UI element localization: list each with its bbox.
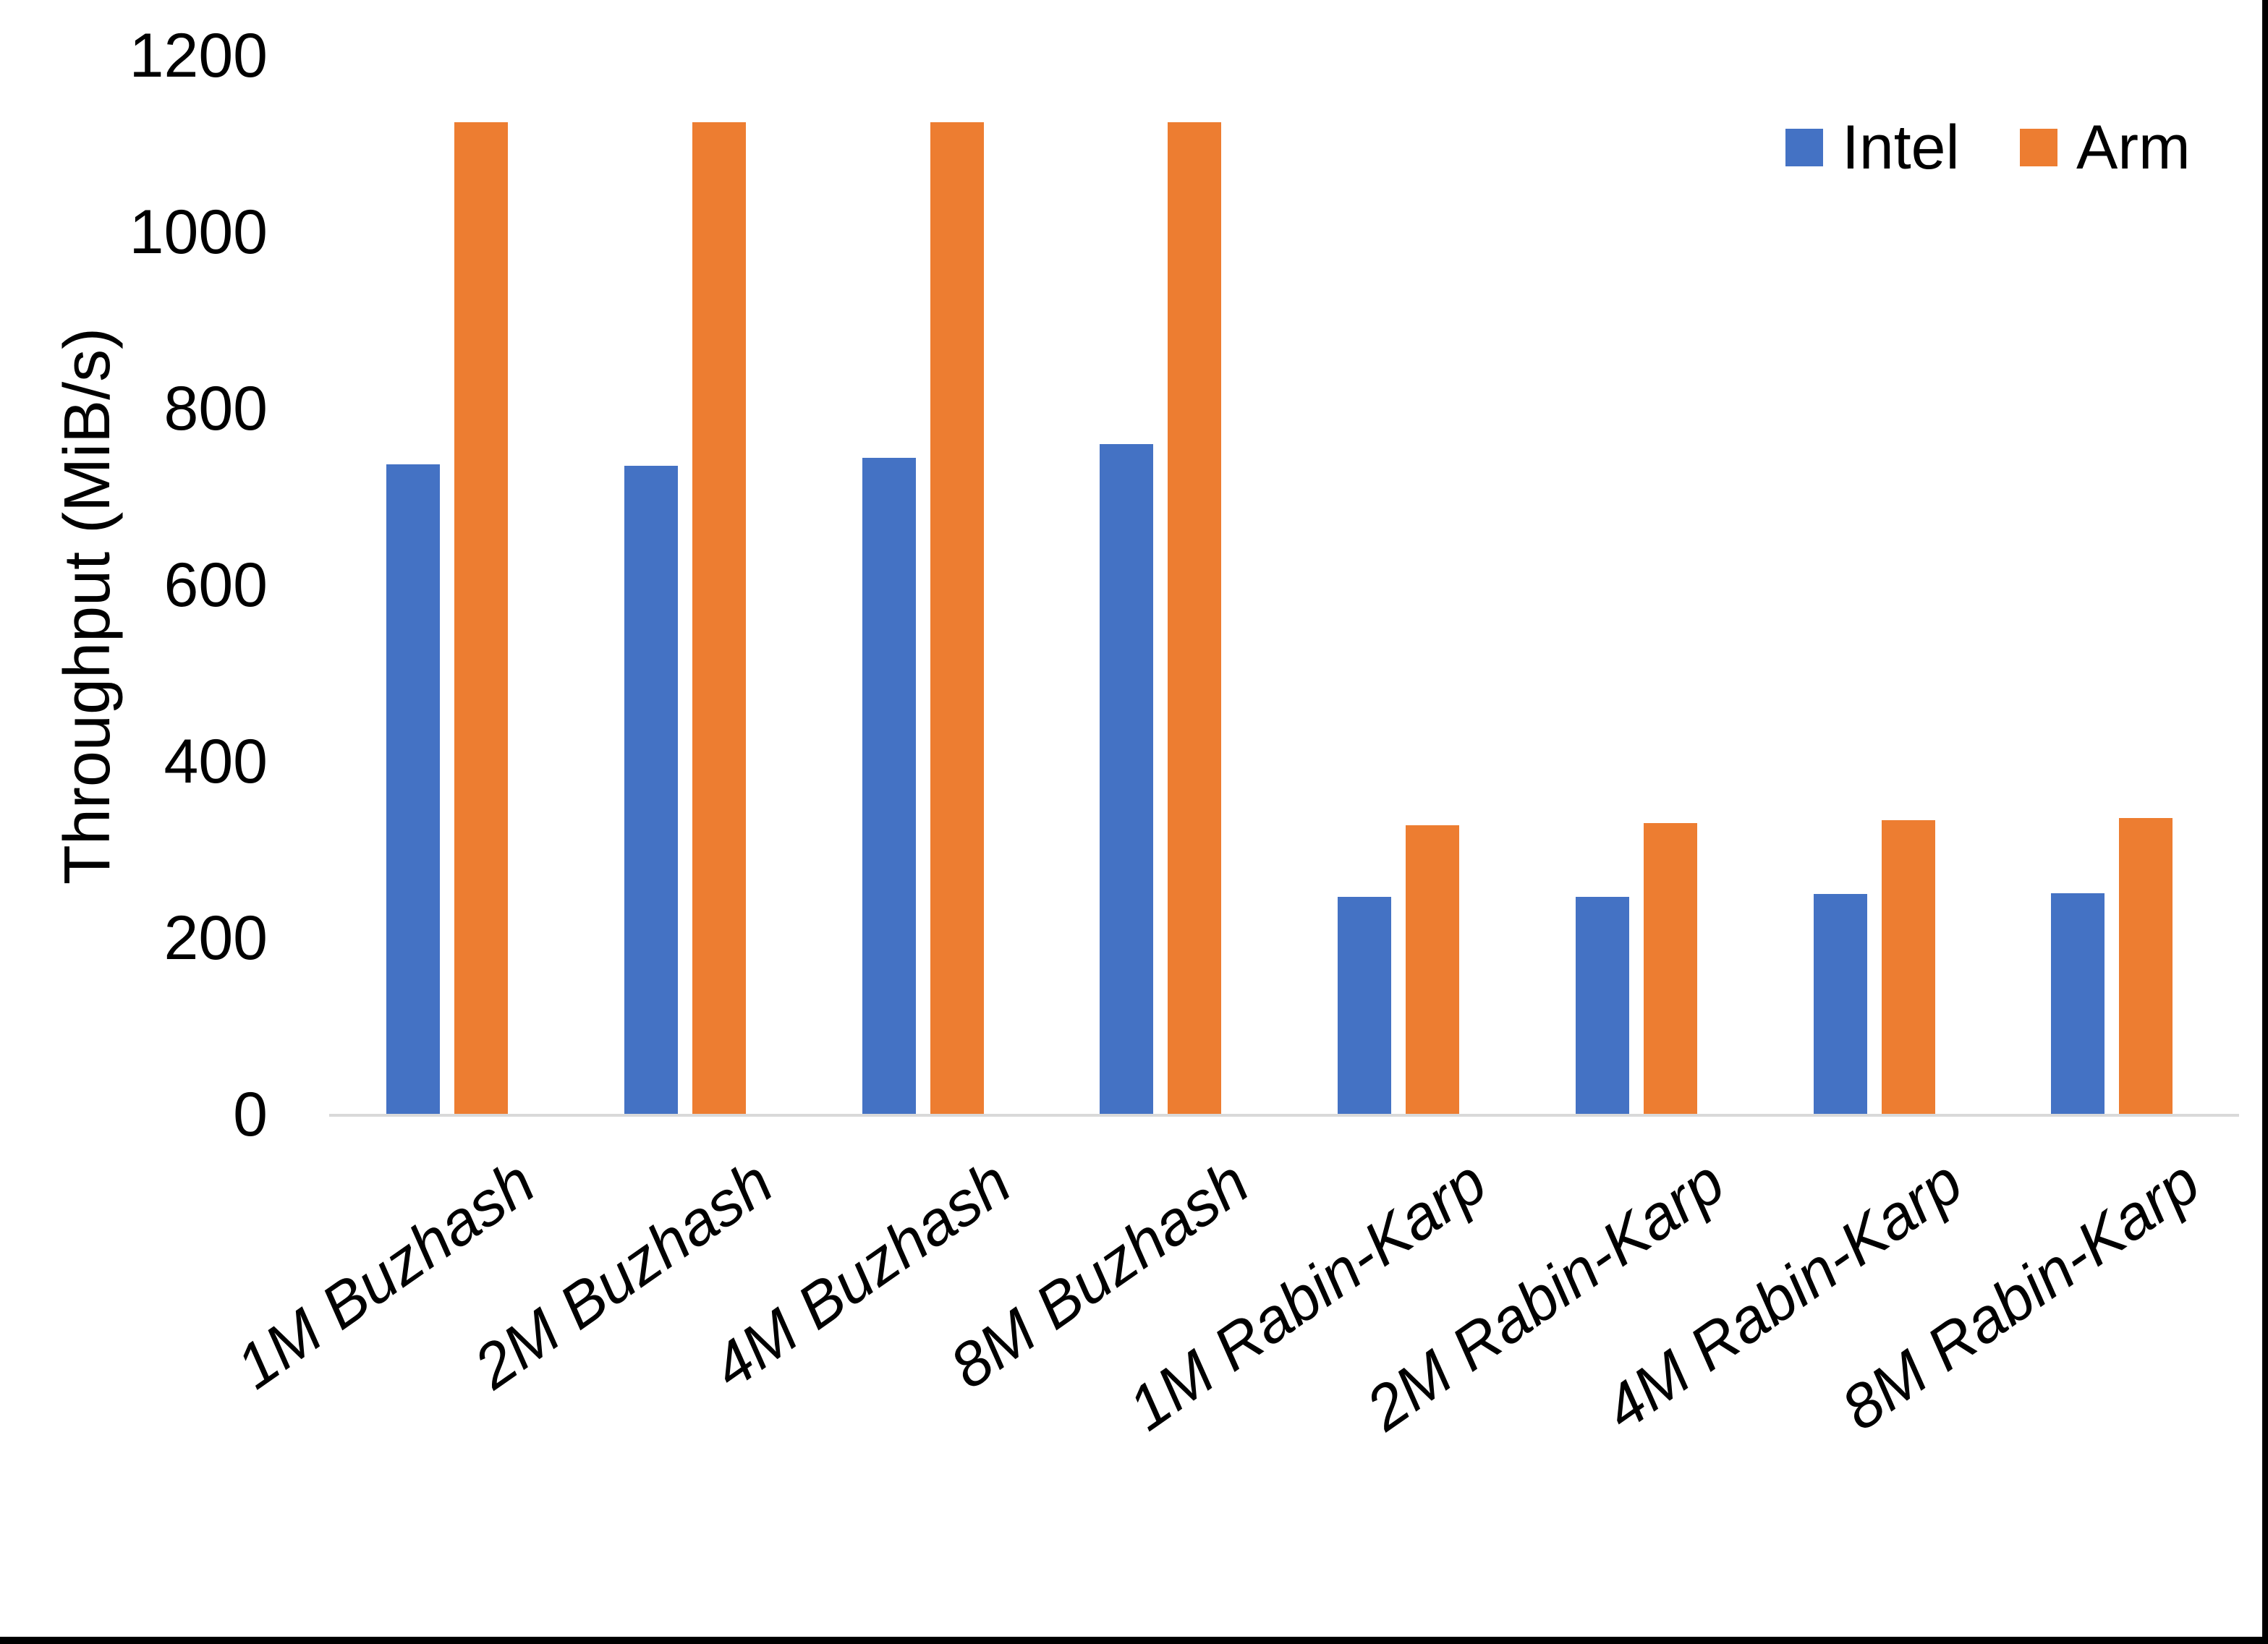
y-axis-title: Throughput (MiB/s) [51, 327, 124, 885]
intel-legend-swatch [1785, 129, 1823, 166]
intel-bar [624, 466, 678, 1115]
arm-bar [1881, 819, 1935, 1115]
arm-legend-swatch [2020, 129, 2057, 166]
y-tick-label: 600 [163, 550, 268, 620]
y-tick-label: 1000 [129, 197, 268, 267]
arm-bar [1406, 825, 1459, 1115]
y-tick-label: 1200 [129, 21, 268, 90]
intel-bar [1338, 896, 1391, 1115]
legend-item-arm: Arm [2020, 113, 2191, 182]
intel-bar [386, 464, 440, 1115]
y-tick-label: 800 [163, 374, 268, 443]
legend-item-intel: Intel [1785, 113, 1960, 182]
x-axis-line [329, 1114, 2239, 1117]
arm-bar [930, 122, 984, 1115]
arm-bar [454, 122, 508, 1115]
intel-bar [1813, 894, 1867, 1115]
y-tick-label: 400 [163, 727, 268, 796]
intel-bar [862, 458, 916, 1115]
legend-label-intel: Intel [1842, 113, 1960, 182]
intel-bar [2051, 893, 2105, 1115]
y-tick-label: 200 [163, 903, 268, 973]
screenshot-bottom-border [0, 1637, 2268, 1644]
arm-bar [2119, 818, 2173, 1115]
legend-label-arm: Arm [2076, 113, 2191, 182]
arm-bar [1643, 823, 1697, 1115]
intel-bar [1100, 443, 1154, 1115]
arm-bar [692, 122, 746, 1115]
arm-bar [1168, 122, 1222, 1115]
screenshot-right-border [2262, 0, 2268, 1644]
y-tick-label: 0 [233, 1080, 268, 1149]
intel-bar [1575, 896, 1629, 1115]
